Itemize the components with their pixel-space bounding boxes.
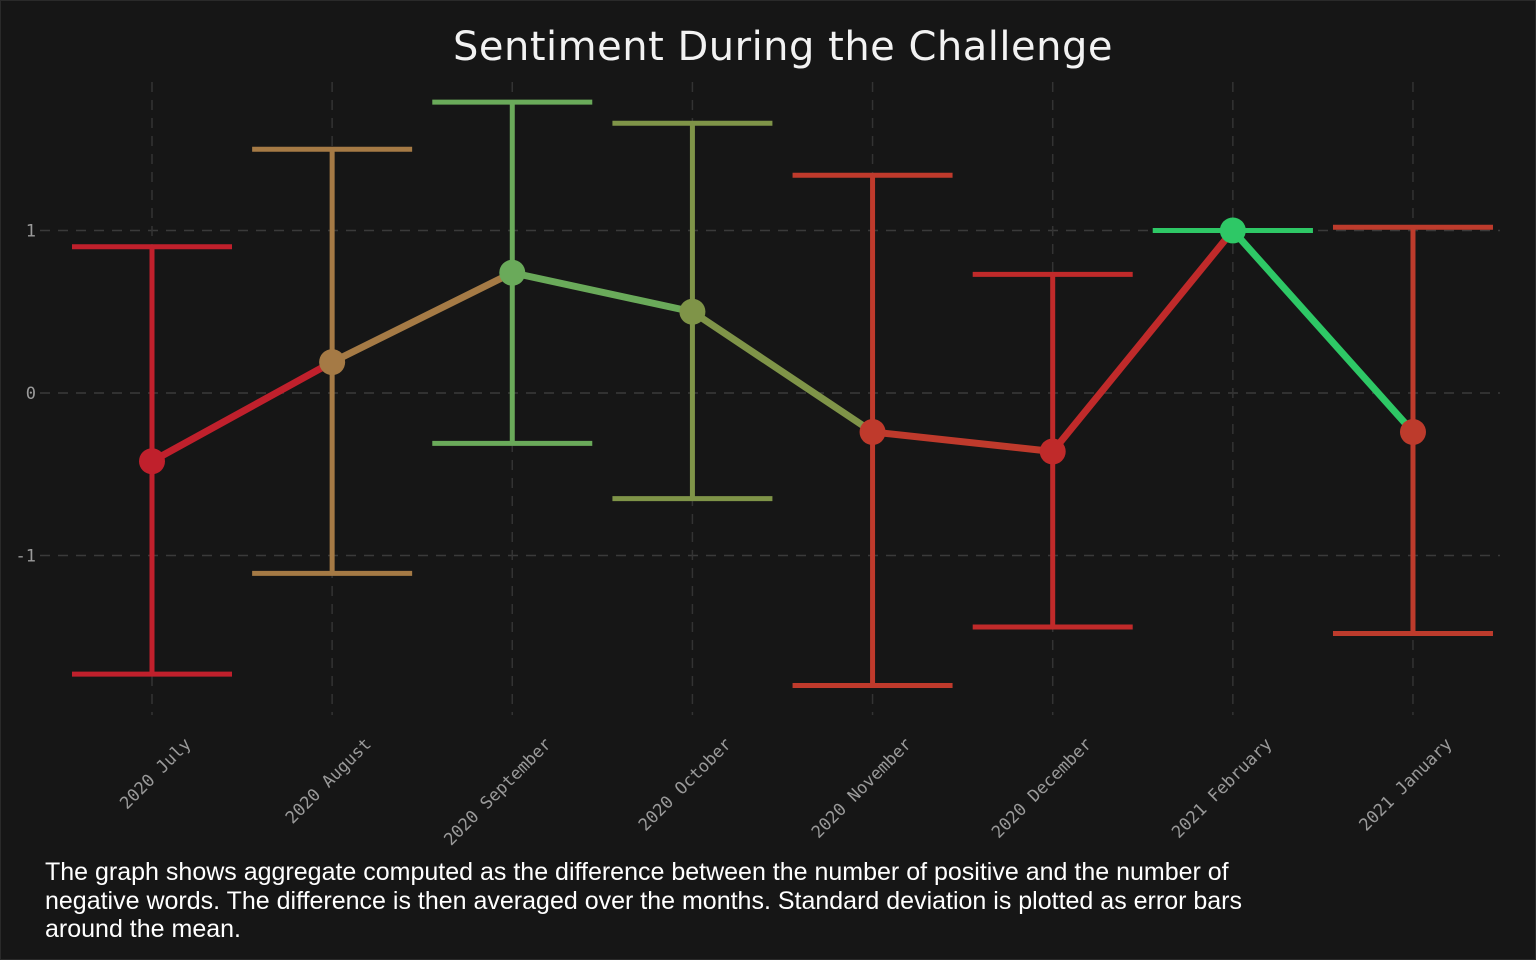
series-line-segment [688, 308, 877, 436]
x-tick-label: 2020 October [635, 734, 736, 835]
x-tick-label: 2020 September [440, 734, 555, 849]
series-line-segment [148, 358, 336, 465]
x-tick-label: 2020 November [808, 734, 916, 842]
data-point [1219, 217, 1246, 244]
series-line-segment [1229, 227, 1417, 436]
data-point [139, 448, 165, 475]
y-tick-label: 0 [26, 384, 36, 404]
x-tick-label: 2021 January [1356, 734, 1457, 835]
chart-title: Sentiment During the Challenge [453, 24, 1113, 70]
series-line-segment [328, 269, 516, 366]
series-line-segment [508, 269, 696, 316]
data-point [1039, 438, 1066, 465]
y-tick-label: 1 [26, 222, 36, 242]
x-tick-label: 2021 February [1168, 734, 1276, 842]
data-point [499, 259, 526, 286]
series-line-segment [1049, 227, 1237, 455]
x-tick-label: 2020 July [116, 734, 195, 813]
y-tick-label: -1 [16, 547, 36, 567]
data-point [679, 298, 706, 325]
chart-caption: The graph shows aggregate computed as th… [45, 858, 1242, 943]
data-point [319, 349, 346, 376]
x-tick-label: 2020 August [282, 734, 376, 828]
data-point [859, 419, 886, 445]
x-tick-label: 2020 December [988, 734, 1096, 842]
series-line-segment [869, 428, 1057, 455]
data-point [1399, 419, 1426, 445]
